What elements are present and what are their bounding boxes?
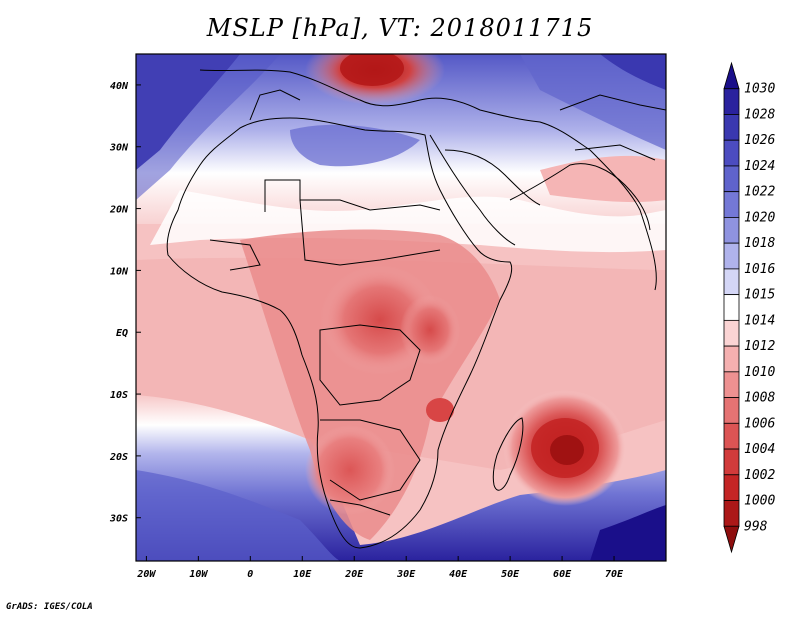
- lon-tick-label: 20W: [136, 569, 156, 580]
- lon-tick-label: 10W: [189, 569, 208, 580]
- lat-tick-label: 20N: [109, 205, 129, 216]
- colorbar-swatch: [723, 319, 740, 347]
- colorbar-swatch: [723, 474, 740, 501]
- colorbar-label: 1024: [744, 159, 775, 174]
- pressure-field: [136, 54, 666, 561]
- colorbar-swatch: [723, 448, 740, 476]
- lat-tick-label: EQ: [116, 328, 128, 339]
- colorbar-swatch: [723, 397, 740, 424]
- colorbar-label: 998: [744, 519, 768, 534]
- credit-text: GrADS: IGES/COLA: [6, 602, 93, 612]
- colorbar-label: 1008: [744, 391, 775, 406]
- coastlines: [166, 69, 666, 549]
- chart-title: MSLP [hPa], VT: 2018011715: [206, 14, 594, 42]
- colorbar-swatch: [723, 88, 740, 115]
- lon-tick-label: 10E: [293, 569, 312, 580]
- colorbar-label: 1015: [744, 288, 775, 303]
- colorbar-swatch: [723, 139, 740, 167]
- lon-tick-label: 30E: [396, 569, 416, 580]
- lon-tick-label: 60E: [553, 569, 572, 580]
- colorbar-label: 1026: [744, 133, 775, 148]
- colorbar-label: 1018: [744, 236, 775, 251]
- colorbar-swatch: [723, 61, 740, 90]
- colorbar-label: 1004: [744, 442, 775, 457]
- colorbar-swatch: [723, 345, 740, 373]
- colorbar-swatch: [723, 242, 740, 270]
- lat-tick-label: 10S: [110, 390, 128, 401]
- colorbar-swatch: [723, 217, 740, 244]
- colorbar-label: 1002: [744, 468, 775, 483]
- lon-tick-label: 40E: [449, 569, 468, 580]
- colorbar-swatch: [723, 268, 740, 296]
- colorbar-label: 1000: [744, 494, 775, 509]
- lon-tick-label: 70E: [605, 569, 624, 580]
- colorbar-swatch: [723, 165, 740, 193]
- colorbar-swatch: [723, 422, 740, 450]
- colorbar-swatch: [723, 525, 740, 554]
- colorbar-swatch: [723, 371, 740, 398]
- colorbar-swatch: [723, 191, 740, 218]
- colorbar-label: 1028: [744, 107, 775, 122]
- colorbar-label: 1020: [744, 210, 775, 225]
- latitude-axis: 40N 30N 20N 10N EQ 10S 20S 30S: [109, 81, 141, 525]
- colorbar-swatch: [723, 500, 740, 527]
- lon-tick-label: 50E: [501, 569, 520, 580]
- plot-frame: [135, 53, 667, 562]
- lat-tick-label: 30S: [109, 514, 128, 525]
- colorbar-swatch: [723, 114, 740, 141]
- colorbar-label: 1016: [744, 262, 775, 277]
- colorbar-label: 1022: [744, 185, 775, 200]
- colorbar-label: 1010: [744, 365, 775, 380]
- lon-tick-label: 20E: [344, 569, 364, 580]
- lat-tick-label: 40N: [110, 81, 129, 92]
- colorbar-swatch: [723, 294, 740, 321]
- lat-tick-label: 30N: [109, 143, 129, 154]
- colorbar: 1030 1028 1026 1024 1022 1020 1018 1016 1015 1014…: [723, 61, 775, 554]
- lat-tick-label: 10N: [110, 266, 129, 277]
- lat-tick-label: 20S: [109, 452, 128, 463]
- colorbar-label: 1014: [744, 313, 775, 328]
- colorbar-label: 1030: [744, 82, 775, 97]
- colorbar-label: 1012: [744, 339, 775, 354]
- longitude-axis: 20W 10W 0 10E 20E 30E 40E 50E 60E 70E: [136, 556, 624, 580]
- lon-tick-label: 0: [247, 569, 253, 580]
- colorbar-label: 1006: [744, 416, 775, 431]
